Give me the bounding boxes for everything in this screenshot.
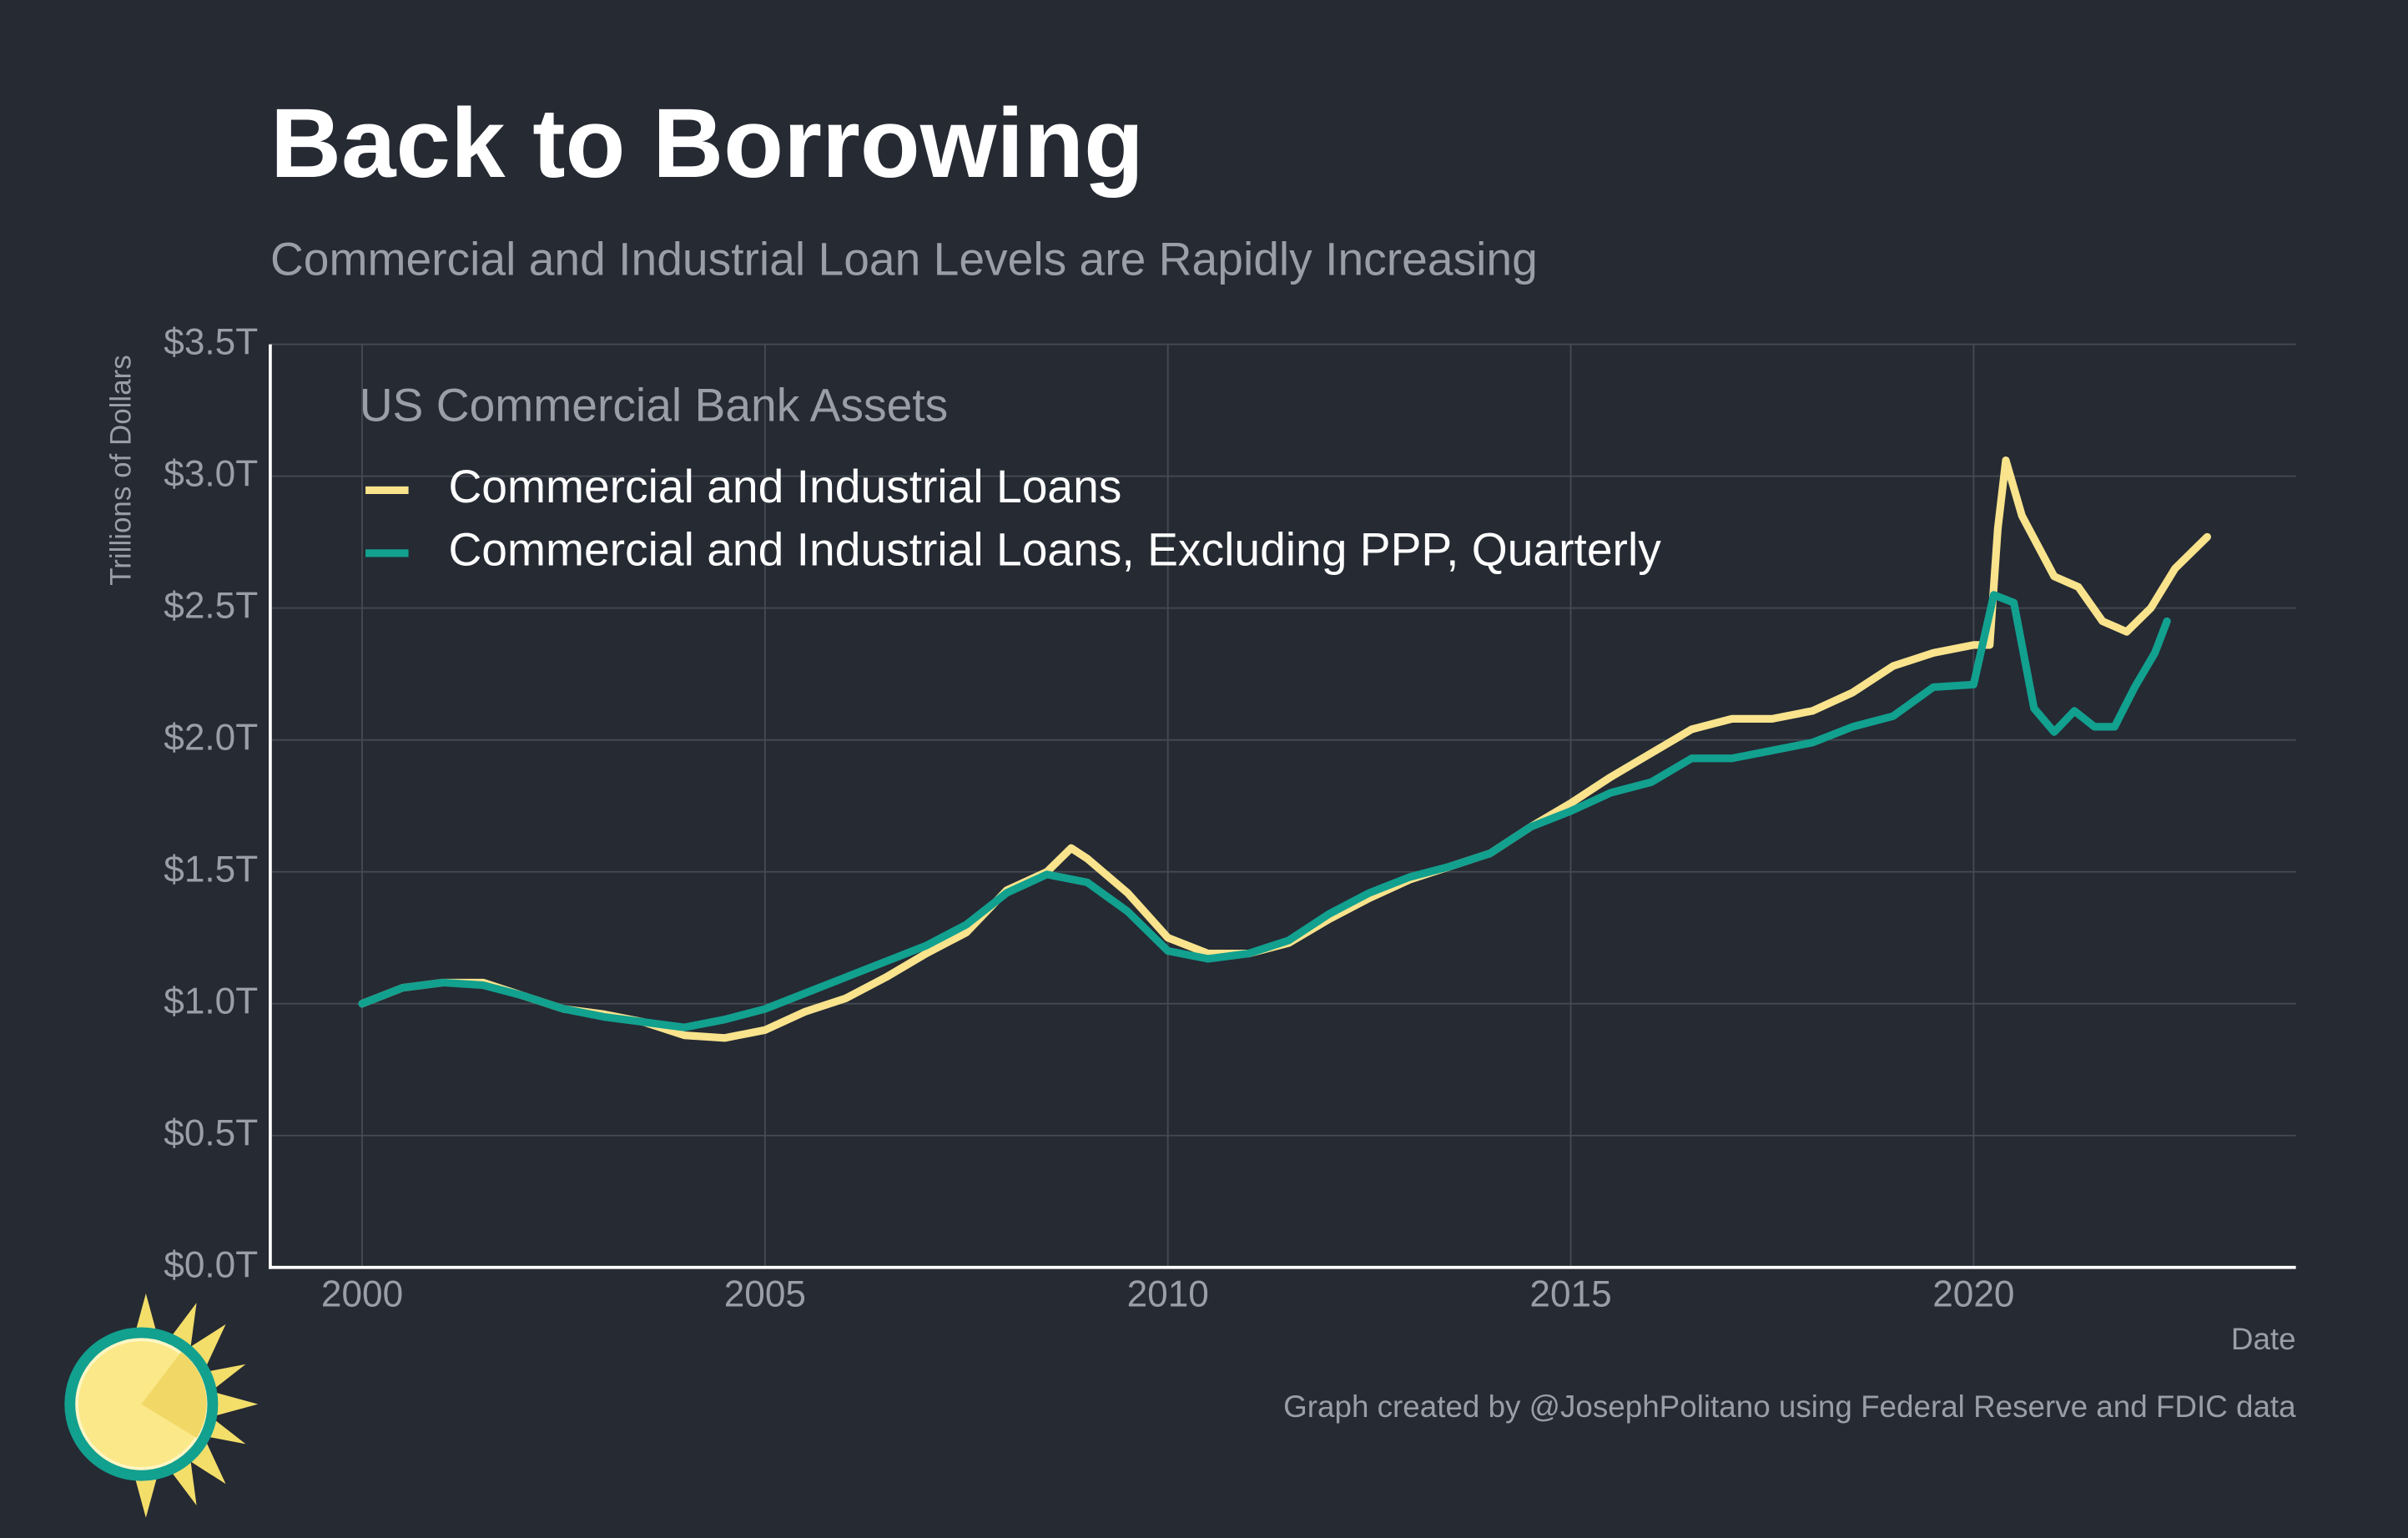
x-tick-label: 2015 [1529,1273,1611,1314]
y-tick-label: $3.0T [164,453,258,494]
y-tick-label: $2.0T [164,717,258,758]
y-tick-label: $2.5T [164,585,258,626]
y-tick-label: $0.5T [164,1112,258,1153]
y-axis-label: Trillions of Dollars [104,355,137,586]
y-tick-label: $0.0T [164,1244,258,1285]
x-tick-label: 2005 [724,1273,806,1314]
y-tick-label: $3.5T [164,321,258,362]
caption: Graph created by @JosephPolitano using F… [1283,1389,2296,1424]
x-tick-label: 2000 [321,1273,403,1314]
series-line [358,456,2212,1042]
logo [64,1293,259,1518]
legend-title: US Commercial Bank Assets [360,379,949,431]
y-tick-label: $1.5T [164,849,258,890]
chart-subtitle: Commercial and Industrial Loan Levels ar… [270,234,1538,285]
y-tick-label: $1.0T [164,981,258,1021]
series-line [358,591,2171,1031]
x-tick-label: 2010 [1127,1273,1209,1314]
legend-label: Commercial and Industrial Loans [448,461,1121,512]
chart-title: Back to Borrowing [270,88,1144,198]
x-tick-label: 2020 [1932,1273,2014,1314]
legend-label: Commercial and Industrial Loans, Excludi… [448,523,1661,575]
plot-area: $0.0T $0.5T $1.0T $1.5T $2.0T $2.5T $3.0T $3.5T… [164,321,2296,1314]
x-axis-label: Date [2231,1322,2296,1356]
